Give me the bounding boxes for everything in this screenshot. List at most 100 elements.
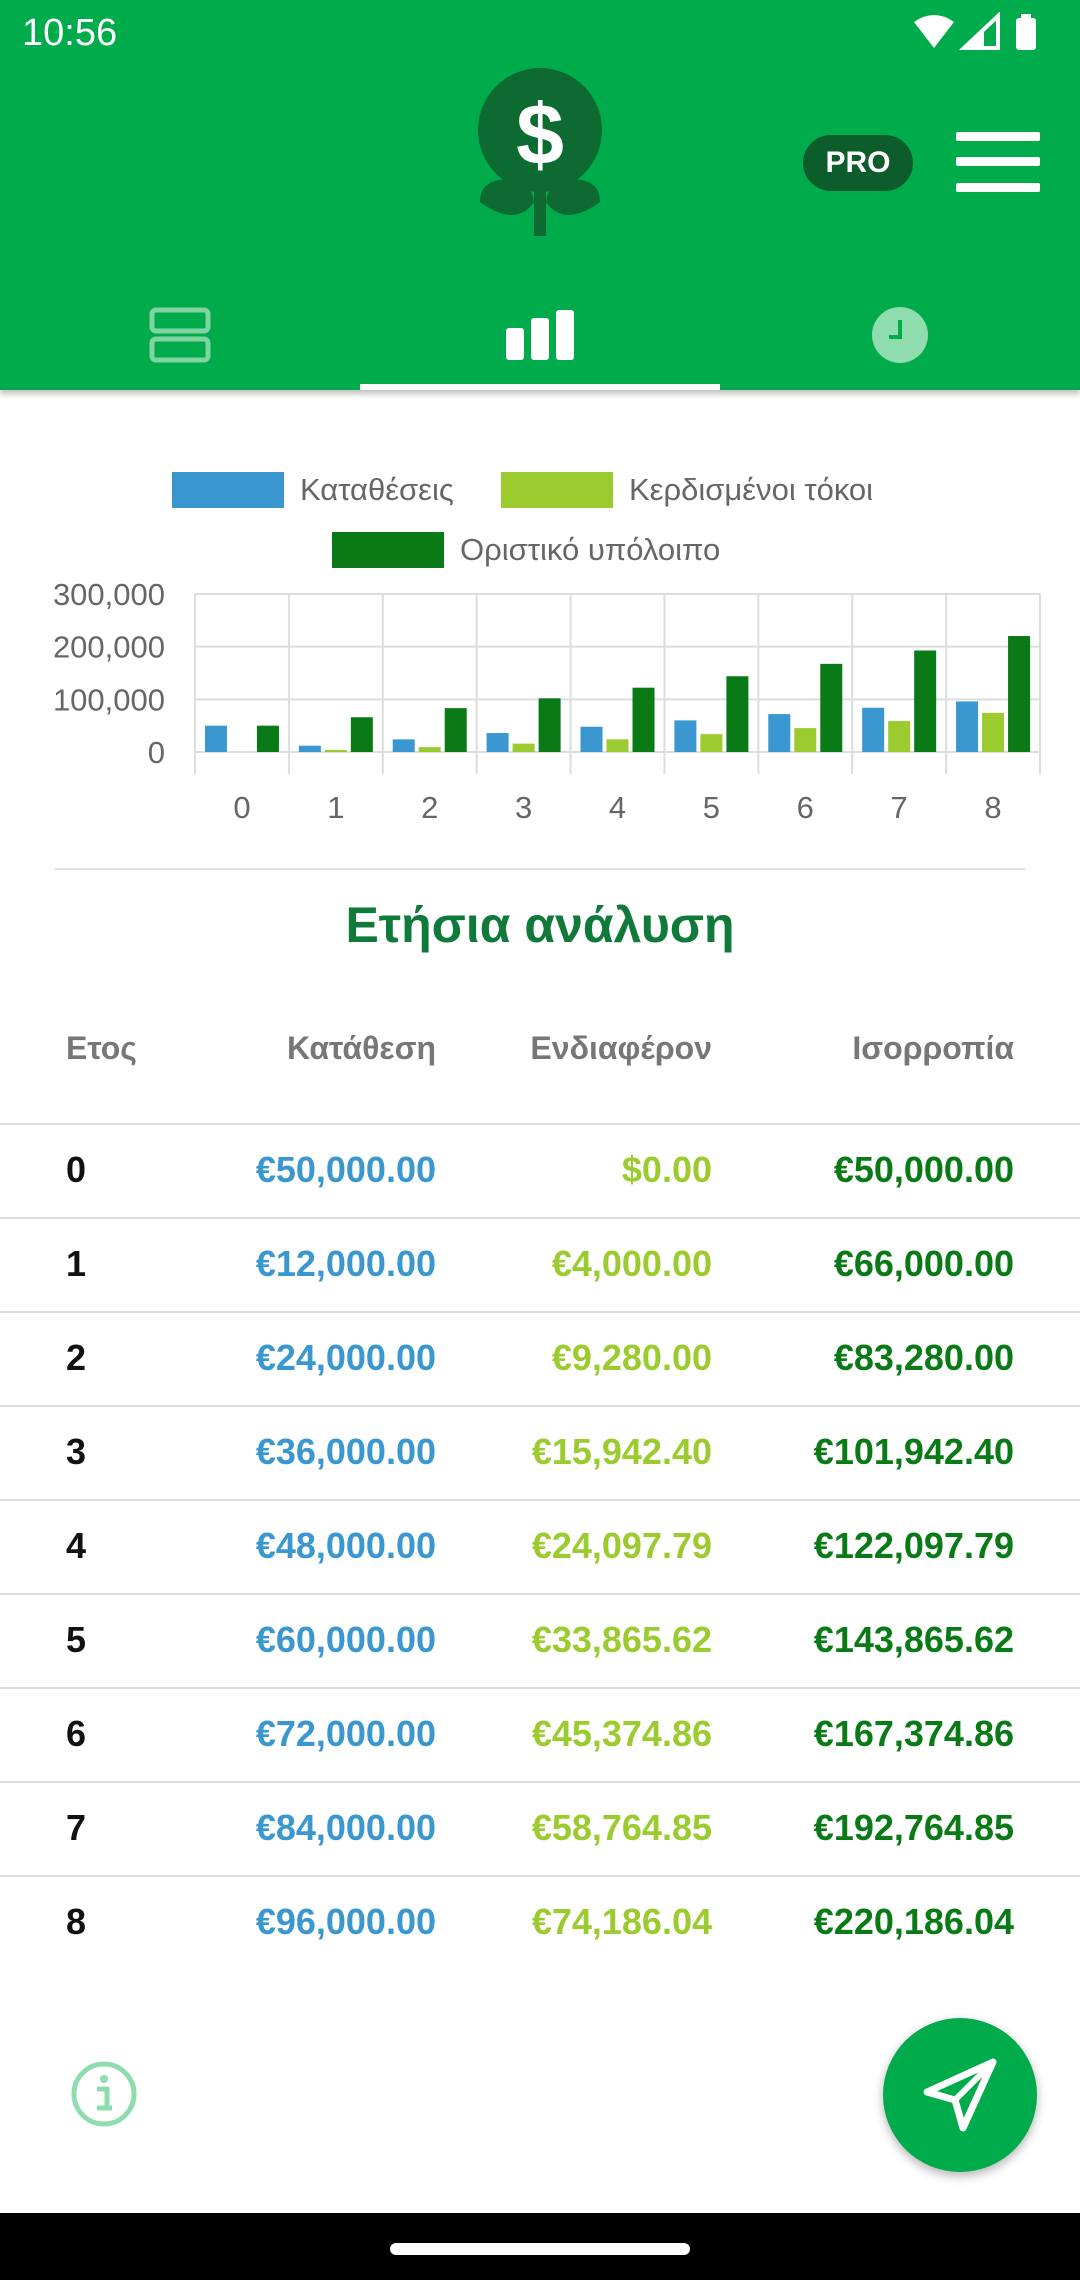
- status-time: 10:56: [22, 12, 118, 54]
- x-tick-label: 2: [421, 790, 438, 825]
- info-icon[interactable]: [70, 2060, 138, 2128]
- pro-badge[interactable]: PRO: [803, 135, 913, 191]
- header-balance: Ισορροπία: [852, 1030, 1014, 1066]
- cell-year: 1: [66, 1243, 87, 1284]
- x-tick-label: 7: [891, 790, 908, 825]
- status-icons: [914, 12, 1036, 50]
- cell-interest: $0.00: [621, 1149, 712, 1190]
- bar-interest: [606, 739, 629, 752]
- cell-year: 0: [66, 1149, 87, 1190]
- cell-year: 2: [66, 1337, 87, 1378]
- header-deposit: Κατάθεση: [286, 1030, 436, 1066]
- cell-interest: €33,865.62: [531, 1619, 712, 1660]
- y-tick-label: 300,000: [53, 577, 165, 612]
- send-button[interactable]: [883, 2018, 1037, 2172]
- cell-deposit: €50,000.00: [255, 1149, 436, 1190]
- tab-list[interactable]: [0, 280, 360, 390]
- x-tick-label: 5: [703, 790, 720, 825]
- battery-icon: [1016, 18, 1036, 50]
- legend-balance: Οριστικό υπόλοιπο: [332, 532, 720, 568]
- y-tick-label: 200,000: [53, 630, 165, 665]
- legend-label-balance: Οριστικό υπόλοιπο: [460, 532, 721, 567]
- home-handle[interactable]: [390, 2243, 690, 2255]
- bar-deposits: [486, 733, 509, 752]
- cell-deposit: €36,000.00: [255, 1431, 436, 1472]
- cell-balance: €83,280.00: [833, 1337, 1014, 1378]
- x-tick-label: 3: [515, 790, 532, 825]
- bar-balance: [914, 650, 937, 752]
- table-row: 4 €48,000.00 €24,097.79 €122,097.79: [0, 1501, 1080, 1595]
- send-icon: [923, 2058, 997, 2132]
- y-tick-label: 0: [148, 735, 165, 770]
- bar-chart: 300,000 200,000 100,000 0 0 1 2 3 4 5 6 7 8: [53, 577, 1041, 825]
- bar-deposits: [862, 707, 885, 752]
- bar-deposits: [298, 745, 321, 752]
- header-interest: Ενδιαφέρον: [530, 1030, 712, 1066]
- divider: [55, 868, 1025, 870]
- cell-year: 7: [66, 1807, 87, 1848]
- cell-year: 5: [66, 1619, 87, 1660]
- bar-balance: [350, 717, 373, 752]
- bar-chart-icon: [506, 310, 574, 360]
- cell-deposit: €96,000.00: [255, 1901, 436, 1942]
- y-tick-label: 100,000: [53, 682, 165, 717]
- cell-balance: €167,374.86: [813, 1713, 1014, 1754]
- bar-interest: [700, 734, 723, 752]
- money-plant-logo-icon: $: [478, 68, 602, 236]
- cell-interest: €15,942.40: [531, 1431, 712, 1472]
- bar-balance: [1008, 636, 1031, 752]
- legend-swatch-balance: [332, 532, 444, 568]
- x-tick-label: 0: [233, 790, 250, 825]
- x-tick-label: 1: [327, 790, 344, 825]
- x-tick-label: 6: [797, 790, 814, 825]
- menu-icon[interactable]: [956, 132, 1040, 192]
- bar-deposits: [768, 714, 791, 752]
- table-row: 3 €36,000.00 €15,942.40 €101,942.40: [0, 1407, 1080, 1501]
- table-header: Ετος Κατάθεση Ενδιαφέρον Ισορροπία: [0, 1000, 1080, 1125]
- cell-year: 6: [66, 1713, 87, 1754]
- cell-deposit: €84,000.00: [255, 1807, 436, 1848]
- cell-interest: €9,280.00: [551, 1337, 712, 1378]
- legend-label-deposits: Καταθέσεις: [300, 472, 454, 507]
- cell-deposit: €48,000.00: [255, 1525, 436, 1566]
- wifi-icon: [914, 15, 954, 48]
- cell-balance: €101,942.40: [813, 1431, 1014, 1472]
- legend-swatch-deposits: [172, 472, 284, 508]
- tab-history[interactable]: [720, 280, 1080, 390]
- cell-balance: €192,764.85: [813, 1807, 1014, 1848]
- bar-interest: [512, 743, 535, 752]
- bar-balance: [256, 725, 279, 752]
- cell-deposit: €24,000.00: [255, 1337, 436, 1378]
- cell-interest: €24,097.79: [531, 1525, 712, 1566]
- cell-balance: €220,186.04: [813, 1901, 1014, 1942]
- legend-swatch-interest: [501, 472, 613, 508]
- legend-label-interest: Κερδισμένοι τόκοι: [629, 472, 874, 507]
- cell-deposit: €60,000.00: [255, 1619, 436, 1660]
- bar-deposits: [392, 739, 415, 752]
- bar-interest: [324, 749, 347, 752]
- cell-interest: €4,000.00: [551, 1243, 712, 1284]
- table-row: 2 €24,000.00 €9,280.00 €83,280.00: [0, 1313, 1080, 1407]
- clock-icon: [872, 307, 928, 363]
- cell-deposit: €72,000.00: [255, 1713, 436, 1754]
- bar-balance: [632, 687, 655, 752]
- legend-deposits: Καταθέσεις: [172, 472, 454, 508]
- bar-interest: [888, 721, 911, 752]
- bar-balance: [444, 708, 467, 752]
- bar-balance: [726, 676, 749, 752]
- cell-balance: €122,097.79: [813, 1525, 1014, 1566]
- chart-legend: Καταθέσεις Κερδισμένοι τόκοι Οριστικό υπ…: [0, 460, 1080, 580]
- table-row: 5 €60,000.00 €33,865.62 €143,865.62: [0, 1595, 1080, 1689]
- header-year: Ετος: [66, 1030, 137, 1066]
- app-bar: 10:56 $ PRO: [0, 0, 1080, 390]
- cell-interest: €45,374.86: [531, 1713, 712, 1754]
- x-tick-label: 4: [609, 790, 626, 825]
- table-row: 8 €96,000.00 €74,186.04 €220,186.04: [0, 1877, 1080, 1971]
- section-title: Ετήσια ανάλυση: [345, 897, 735, 953]
- svg-text:$: $: [516, 87, 564, 183]
- cell-year: 4: [66, 1525, 87, 1566]
- tab-chart[interactable]: [360, 280, 720, 390]
- tab-indicator: [360, 384, 720, 390]
- cell-balance: €50,000.00: [833, 1149, 1014, 1190]
- table-row: 0 €50,000.00 $0.00 €50,000.00: [0, 1125, 1080, 1219]
